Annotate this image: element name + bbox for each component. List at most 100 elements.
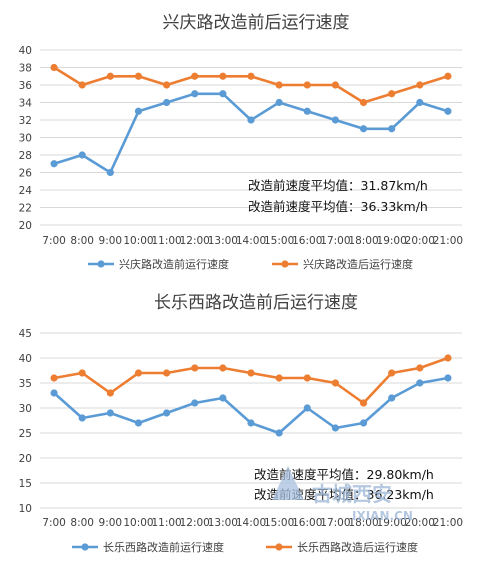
- chart2-series-2-point: [219, 364, 227, 372]
- chart2-x-tick-label: 17:00: [320, 517, 350, 529]
- chart1-series-2-point: [247, 72, 255, 80]
- chart1-series-2-point: [331, 81, 339, 89]
- chart1-series-2-point: [416, 81, 424, 89]
- chart1-series-1-point: [191, 90, 199, 98]
- chart1-series-1-point: [388, 125, 396, 133]
- chart1-series-2-point: [163, 81, 171, 89]
- chart1-series-2-point: [444, 72, 452, 80]
- chart2-y-tick-label: 20: [19, 453, 32, 465]
- chart1-y-tick-label: 28: [19, 150, 32, 162]
- chart2-x-tick-label: 21:00: [433, 517, 463, 529]
- chart1-series-1-point: [444, 107, 452, 115]
- chart1-x-tick-label: 20:00: [405, 235, 435, 247]
- chart2-series-2-point: [78, 369, 86, 377]
- chart2-legend-marker: [81, 543, 89, 551]
- watermark-subtext: IXIAN.CN: [352, 509, 413, 523]
- chart1-series-2-point: [275, 81, 283, 89]
- chart2-series-1-point: [247, 419, 255, 427]
- chart2-x-tick-label: 20:00: [405, 517, 435, 529]
- chart2-series-1-point: [444, 374, 452, 382]
- chart1-legend-label: 兴庆路改造前运行速度: [119, 257, 229, 271]
- chart2-series-1-point: [303, 404, 311, 412]
- chart2-y-tick-label: 25: [19, 428, 32, 440]
- chart1-x-tick-label: 15:00: [264, 235, 294, 247]
- chart1-x-tick-label: 11:00: [151, 235, 181, 247]
- chart2-series-1-point: [106, 409, 114, 417]
- chart1-legend-marker: [97, 260, 105, 268]
- chart2-series-2-point: [388, 369, 396, 377]
- chart1-legend-marker: [281, 260, 289, 268]
- chart1-series-1-point: [331, 116, 339, 124]
- chart2-x-tick-label: 8:00: [70, 517, 94, 529]
- chart1-series-2-point: [219, 72, 227, 80]
- chart1-series-1-point: [219, 90, 227, 98]
- chart2-series-1-point: [388, 394, 396, 402]
- chart2-series-1-point: [134, 419, 143, 427]
- chart2-y-tick-label: 15: [19, 478, 32, 490]
- chart1-x-tick-label: 17:00: [320, 235, 350, 247]
- chart1-y-tick-label: 32: [19, 115, 32, 127]
- chart2-series-1-point: [50, 389, 58, 397]
- chart2-y-tick-label: 30: [19, 403, 32, 415]
- chart2-x-tick-label: 15:00: [264, 517, 294, 529]
- chart2-series-2-point: [134, 369, 143, 377]
- chart1-y-tick-label: 38: [19, 63, 32, 75]
- chart2-series-1-point: [219, 394, 227, 402]
- chart2-legend-label: 长乐西路改造前运行速度: [103, 540, 224, 554]
- chart2-series-2-point: [50, 374, 58, 382]
- chart2-annotation: 改造前速度平均值：29.80km/h: [254, 467, 434, 482]
- chart2-series-1-point: [275, 429, 283, 437]
- chart1-legend-label: 兴庆路改造后运行速度: [303, 257, 413, 271]
- chart2-series-2-point: [106, 389, 114, 397]
- chart2-x-tick-label: 10:00: [123, 517, 153, 529]
- chart1-y-tick-label: 34: [19, 98, 33, 110]
- chart1-series-1-point: [303, 107, 311, 115]
- chart1-y-tick-label: 36: [19, 80, 33, 92]
- chart1-series-1-point: [275, 98, 283, 107]
- chart1-series-2-point: [78, 81, 86, 89]
- watermark-logo: 古城西安 IXIAN.CN: [272, 466, 413, 523]
- chart2-x-tick-label: 9:00: [99, 517, 123, 529]
- chart2-title: 长乐西路改造前后运行速度: [154, 293, 358, 313]
- chart1-x-tick-label: 10:00: [123, 235, 153, 247]
- chart2-series-1-point: [416, 379, 424, 387]
- chart1-series-2-point: [191, 72, 199, 80]
- chart1-series-1-point: [416, 98, 424, 107]
- chart1-y-tick-label: 30: [19, 133, 32, 145]
- chart2-series-1-point: [163, 409, 171, 417]
- chart1-y-tick-label: 40: [19, 45, 32, 57]
- chart1-series-1-point: [106, 168, 114, 177]
- chart1-x-tick-label: 8:00: [70, 235, 94, 247]
- chart1-series-2-point: [388, 90, 396, 98]
- chart1-series-1-line: [53, 92, 449, 174]
- chart2-x-tick-label: 13:00: [208, 517, 238, 529]
- chart2-y-tick-label: 45: [19, 328, 32, 340]
- chart1-annotation: 改造前速度平均值：36.33km/h: [248, 199, 428, 214]
- watermark-tower-icon: [272, 466, 304, 500]
- chart1-x-tick-label: 7:00: [42, 235, 66, 247]
- chart1-series-1-point: [359, 125, 368, 133]
- chart2-series-2-point: [247, 369, 255, 377]
- chart2-x-tick-label: 19:00: [377, 517, 407, 529]
- chart1-series-1-point: [163, 98, 171, 107]
- chart2-series-1-point: [78, 414, 86, 422]
- chart1-series-1-point: [78, 151, 86, 159]
- chart1-x-tick-label: 13:00: [208, 235, 238, 247]
- chart1-series-1-point: [247, 116, 255, 124]
- chart1-series-2-point: [106, 72, 114, 80]
- chart1-series-1-point: [134, 107, 143, 115]
- chart2-series-2-point: [416, 364, 424, 372]
- chart2-series-1-point: [331, 424, 339, 432]
- chart2-legend-marker: [275, 543, 283, 551]
- chart2-y-tick-label: 35: [19, 378, 32, 390]
- chart1-series-2-point: [134, 72, 143, 80]
- chart2-series-2-point: [163, 369, 171, 377]
- chart1-y-tick-label: 22: [19, 203, 32, 215]
- chart2-series-2-point: [359, 399, 368, 407]
- chart2-x-tick-label: 16:00: [292, 517, 322, 529]
- chart2-x-tick-label: 12:00: [180, 517, 210, 529]
- chart1-x-tick-label: 21:00: [433, 235, 463, 247]
- chart2-x-tick-label: 7:00: [42, 517, 66, 529]
- chart2-series-2-point: [275, 374, 283, 382]
